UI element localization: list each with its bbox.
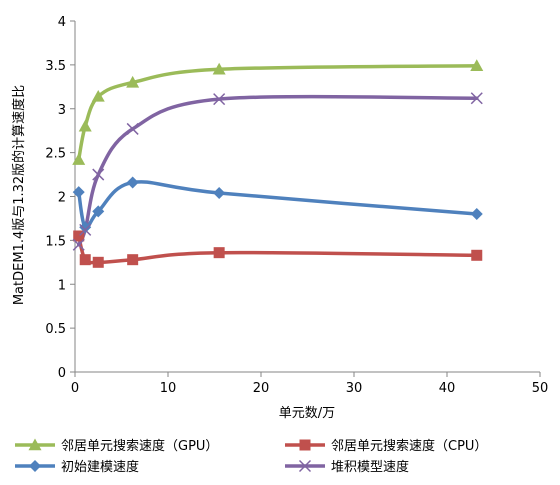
series-lines (76, 64, 479, 265)
legend-marker (28, 438, 42, 451)
data-point (213, 186, 226, 199)
legend-marker (29, 460, 41, 472)
x-tick-label: 40 (439, 381, 456, 396)
data-point (213, 93, 226, 106)
data-point (470, 92, 483, 105)
data-point (92, 168, 105, 181)
data-point (72, 238, 85, 251)
y-tick-label: 2.5 (45, 147, 66, 162)
y-tick-label: 4 (58, 15, 66, 30)
axes: 00.511.522.533.540 10 20 30 40 50 (45, 15, 548, 396)
x-tick-label: 0 (71, 381, 79, 396)
legend-item: 邻居单元搜索速度（GPU） (15, 438, 218, 454)
data-point (79, 254, 91, 266)
x-tick-label: 50 (532, 381, 549, 396)
series-line-3 (76, 180, 479, 230)
data-point (470, 208, 483, 221)
data-point (79, 221, 92, 234)
series-markers (72, 59, 484, 268)
legend-label: 邻居单元搜索速度（GPU） (61, 438, 218, 454)
data-point (126, 122, 139, 135)
legend-marker (298, 459, 312, 473)
data-point (126, 75, 140, 88)
data-point (73, 230, 85, 242)
x-axis-title: 单元数/万 (279, 406, 335, 421)
data-point (78, 119, 92, 132)
data-point (92, 205, 105, 218)
data-point (470, 59, 484, 71)
data-point (127, 254, 139, 266)
y-tick-label: 1 (58, 278, 66, 293)
series-line-2 (76, 234, 479, 265)
data-point (91, 89, 105, 102)
data-point (79, 223, 92, 236)
y-tick-label: 3.5 (45, 59, 66, 74)
series-line-1 (76, 64, 479, 162)
data-point (212, 62, 226, 75)
y-tick-label: 1.5 (45, 234, 66, 249)
legend-item: 堆积模型速度 (285, 459, 409, 475)
legend-label: 堆积模型速度 (331, 459, 409, 475)
data-point (213, 247, 225, 259)
data-point (92, 256, 104, 268)
legend-item: 初始建模速度 (15, 459, 139, 475)
legend: 邻居单元搜索速度（GPU） 邻居单元搜索速度（CPU） 初始建模速度 堆积模型速度 (15, 438, 487, 475)
data-point (471, 249, 483, 261)
legend-label: 邻居单元搜索速度（CPU） (331, 438, 487, 454)
legend-marker (299, 439, 311, 451)
y-tick-label: 3 (58, 103, 66, 118)
data-point (72, 153, 86, 165)
data-point (72, 186, 85, 199)
y-tick-label: 2 (58, 191, 66, 206)
y-axis-title: MatDEM1.4版与1.32版的计算速度比 (11, 85, 27, 305)
data-point (126, 176, 139, 189)
legend-item: 邻居单元搜索速度（CPU） (285, 438, 487, 454)
y-tick-label: 0 (58, 366, 66, 381)
x-tick-label: 20 (253, 381, 270, 396)
x-tick-label: 10 (160, 381, 177, 396)
x-tick-label: 30 (346, 381, 363, 396)
series-line-4 (76, 94, 479, 247)
legend-label: 初始建模速度 (61, 459, 139, 475)
y-tick-label: 0.5 (45, 322, 66, 337)
